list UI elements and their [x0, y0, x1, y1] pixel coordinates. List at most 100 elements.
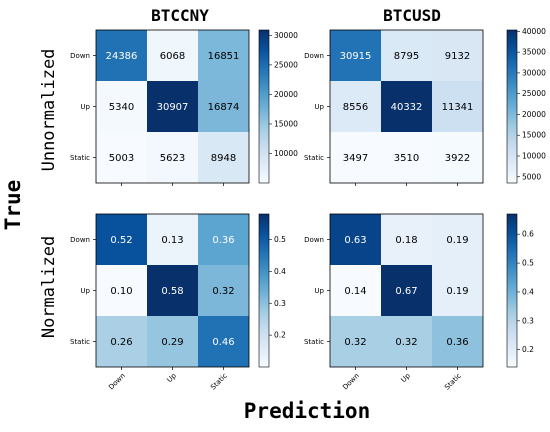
heatmap-cell [198, 214, 249, 265]
x-tick-label-down: Down [341, 372, 361, 392]
heatmap-cell [147, 30, 198, 81]
cell-value-label: 30907 [157, 102, 189, 113]
y-tick-label-up: Up [80, 103, 90, 111]
heatmap-cell [198, 81, 249, 132]
cell-value-label: 16851 [208, 51, 240, 62]
cell-value-label: 9132 [445, 51, 470, 62]
colorbar-tick-label: 20000 [274, 90, 298, 99]
cell-value-label: 0.19 [446, 286, 468, 297]
colorbar-tick-label: 0.6 [522, 230, 534, 239]
cell-value-label: 30915 [340, 51, 372, 62]
y-tick-label-static: Static [70, 338, 90, 346]
cell-value-label: 0.63 [344, 235, 366, 246]
heatmap-cell [147, 265, 198, 316]
colorbar-tick-label: 30000 [522, 68, 546, 77]
colorbar-tick-label: 5000 [522, 172, 541, 181]
cell-value-label: 3510 [394, 153, 419, 164]
y-tick-label-down: Down [304, 52, 324, 60]
heatmap-cell [198, 316, 249, 367]
heatmap-cell [96, 30, 147, 81]
cell-value-label: 5340 [109, 102, 134, 113]
heatmap-cell [147, 214, 198, 265]
x-tick-label-static: Static [443, 372, 463, 392]
y-axis-label: True [1, 180, 25, 231]
column-title-btccny: BTCCNY [151, 6, 209, 25]
cell-value-label: 0.13 [161, 235, 183, 246]
cell-value-label: 0.67 [395, 286, 417, 297]
colorbar-tick-label: 10000 [522, 151, 546, 160]
heatmap-cell [96, 265, 147, 316]
cell-value-label: 0.36 [212, 235, 234, 246]
cell-value-label: 8556 [343, 102, 368, 113]
colorbar-tick-label: 35000 [522, 48, 546, 57]
cell-value-label: 0.46 [212, 337, 234, 348]
row-title-normalized: Normalized [39, 236, 59, 338]
x-tick-label-up: Up [165, 371, 178, 384]
y-tick-label-down: Down [304, 236, 324, 244]
cell-value-label: 0.26 [110, 337, 132, 348]
cell-value-label: 8795 [394, 51, 419, 62]
colorbar-tick-label: 0.3 [274, 299, 286, 308]
heatmap-cell [381, 214, 432, 265]
heatmap-cell [381, 81, 432, 132]
cell-value-label: 0.32 [344, 337, 366, 348]
colorbar [506, 29, 518, 184]
heatmap-cell [198, 265, 249, 316]
colorbar-tick-label: 0.5 [274, 235, 286, 244]
cell-value-label: 0.10 [110, 286, 132, 297]
heatmap-cell [147, 132, 198, 183]
cell-value-label: 24386 [106, 51, 138, 62]
y-tick-label-down: Down [70, 236, 90, 244]
cell-value-label: 5003 [109, 153, 134, 164]
heatmap-cell [96, 81, 147, 132]
cell-value-label: 40332 [391, 102, 423, 113]
heatmap-cell [330, 265, 381, 316]
heatmap-cell [330, 30, 381, 81]
heatmap-cell [381, 30, 432, 81]
colorbar [506, 213, 518, 368]
colorbar [258, 213, 270, 368]
x-tick-label-down: Down [107, 372, 127, 392]
y-tick-label-down: Down [70, 52, 90, 60]
colorbar-tick-label: 25000 [274, 60, 298, 69]
heatmap-cell [432, 265, 483, 316]
colorbar-tick-label: 0.3 [522, 316, 534, 325]
heatmap-cell [330, 132, 381, 183]
heatmap-normalized-btccny: 0.52 0.13 0.36 0.10 0.58 0.32 0.26 0.29 0.46 Down… [70, 213, 286, 392]
heatmap-cell [432, 81, 483, 132]
cell-value-label: 0.36 [446, 337, 468, 348]
heatmap-cell [381, 316, 432, 367]
heatmap-unnormalized-btccny: 24386 6068 16851 5340 30907 16874 5003 5623 8948… [70, 29, 298, 186]
heatmap-cell [96, 214, 147, 265]
x-tick-label-static: Static [209, 372, 229, 392]
heatmap-cell [147, 81, 198, 132]
y-tick-label-up: Up [314, 103, 324, 111]
colorbar-tick-label: 20000 [522, 110, 546, 119]
colorbar-tick-label: 15000 [522, 131, 546, 140]
heatmap-cell [330, 214, 381, 265]
cell-value-label: 3497 [343, 153, 368, 164]
colorbar [258, 29, 270, 184]
y-tick-label-static: Static [304, 154, 324, 162]
heatmap-cell [432, 214, 483, 265]
cell-value-label: 0.32 [395, 337, 417, 348]
cell-value-label: 6068 [160, 51, 185, 62]
colorbar-tick-label: 30000 [274, 31, 298, 40]
colorbar-tick-label: 15000 [274, 119, 298, 128]
heatmap-unnormalized-btcusd: 30915 8795 9132 8556 40332 11341 3497 3510 3922 D… [304, 27, 546, 186]
y-tick-label-static: Static [70, 154, 90, 162]
row-title-unnormalized: Unnormalized [39, 49, 59, 172]
y-tick-label-static: Static [304, 338, 324, 346]
heatmap-cell [198, 30, 249, 81]
colorbar-tick-label: 0.4 [522, 287, 534, 296]
cell-value-label: 0.18 [395, 235, 417, 246]
heatmap-cell [330, 316, 381, 367]
cell-value-label: 0.52 [110, 235, 132, 246]
cell-value-label: 0.14 [344, 286, 366, 297]
heatmap-cell [381, 265, 432, 316]
colorbar-tick-label: 0.5 [522, 259, 534, 268]
colorbar-tick-label: 25000 [522, 89, 546, 98]
colorbar-tick-label: 10000 [274, 149, 298, 158]
heatmap-panels: 24386 6068 16851 5340 30907 16874 5003 5623 8948… [70, 27, 546, 392]
